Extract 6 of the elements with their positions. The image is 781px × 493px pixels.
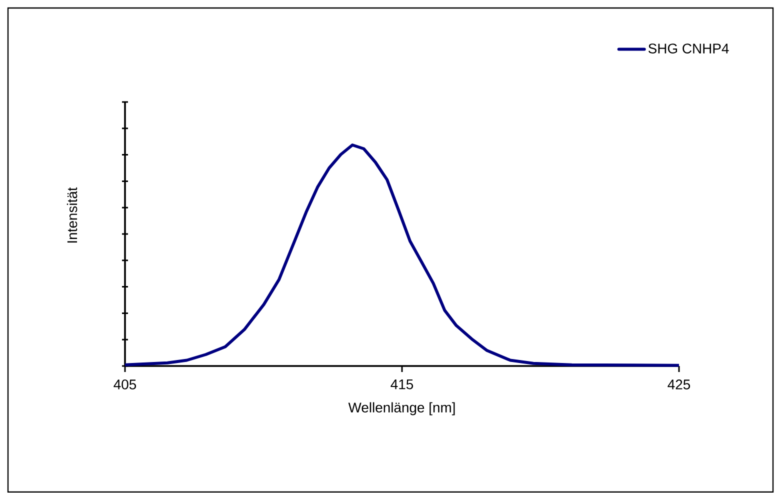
x-tick-label: 405 (114, 380, 136, 390)
x-tick-label: 425 (668, 380, 690, 390)
x-tick-label: 415 (390, 380, 414, 390)
legend-label: SHG CNHP4 (648, 44, 729, 54)
y-axis-title: Intensität (66, 188, 78, 243)
x-axis-title: Wellenlänge [nm] (348, 402, 455, 416)
